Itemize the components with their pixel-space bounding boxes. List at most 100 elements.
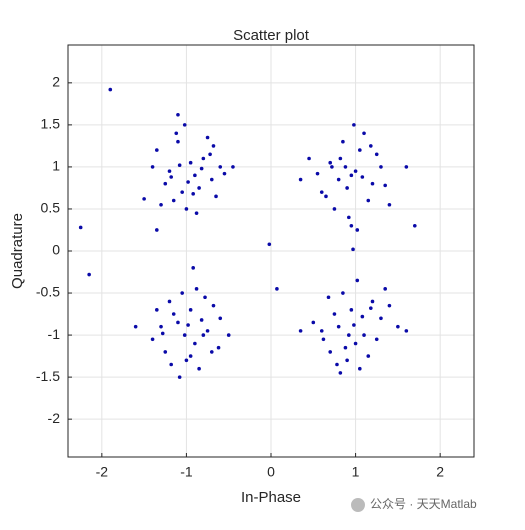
point bbox=[150, 337, 155, 342]
point bbox=[171, 312, 176, 316]
point bbox=[335, 362, 339, 367]
point bbox=[362, 333, 366, 337]
point bbox=[182, 123, 187, 127]
point bbox=[194, 211, 199, 215]
point bbox=[358, 366, 362, 371]
point bbox=[174, 131, 179, 136]
x-tick-label: 1 bbox=[352, 464, 360, 480]
point bbox=[201, 333, 206, 337]
point bbox=[328, 160, 333, 165]
point bbox=[343, 165, 348, 169]
point bbox=[319, 329, 324, 333]
point bbox=[155, 228, 159, 232]
point bbox=[387, 303, 392, 308]
point bbox=[383, 287, 387, 291]
x-tick-label: -1 bbox=[180, 464, 193, 480]
x-tick-label: 0 bbox=[267, 464, 275, 480]
point bbox=[216, 345, 221, 350]
point bbox=[214, 194, 218, 199]
point bbox=[182, 333, 187, 337]
point bbox=[369, 144, 373, 148]
point bbox=[351, 247, 355, 252]
point bbox=[177, 163, 182, 168]
point bbox=[191, 192, 195, 196]
point bbox=[197, 186, 201, 190]
point bbox=[197, 366, 201, 371]
point bbox=[298, 177, 303, 182]
point bbox=[133, 324, 138, 329]
point bbox=[222, 171, 227, 176]
point bbox=[167, 169, 172, 173]
point bbox=[188, 354, 193, 358]
watermark: 公众号 · 天天Matlab bbox=[370, 497, 477, 511]
point bbox=[218, 316, 223, 321]
point bbox=[362, 131, 366, 136]
point bbox=[298, 329, 303, 333]
point bbox=[194, 287, 199, 291]
point bbox=[226, 333, 231, 337]
point bbox=[341, 291, 345, 295]
y-tick-label: -2 bbox=[48, 410, 61, 426]
point bbox=[326, 295, 331, 300]
point bbox=[347, 333, 351, 337]
point bbox=[193, 173, 197, 178]
point bbox=[176, 320, 180, 325]
point bbox=[352, 323, 356, 327]
point bbox=[374, 337, 379, 342]
point bbox=[404, 329, 409, 333]
point bbox=[231, 165, 235, 169]
point bbox=[184, 358, 189, 363]
point bbox=[349, 223, 354, 228]
y-tick-label: 0 bbox=[52, 242, 60, 258]
point bbox=[358, 148, 362, 152]
point bbox=[184, 207, 189, 211]
point bbox=[366, 198, 371, 203]
point bbox=[374, 152, 379, 157]
point bbox=[370, 181, 375, 186]
point bbox=[330, 165, 334, 169]
point bbox=[78, 225, 83, 230]
chart-title: Scatter plot bbox=[233, 27, 310, 44]
point bbox=[404, 165, 409, 169]
point bbox=[355, 228, 360, 232]
point bbox=[355, 278, 360, 283]
point bbox=[191, 266, 195, 270]
point bbox=[155, 148, 159, 152]
point bbox=[360, 175, 365, 179]
point bbox=[349, 173, 354, 178]
point bbox=[379, 316, 383, 321]
point bbox=[159, 202, 163, 207]
point bbox=[193, 341, 197, 346]
point bbox=[186, 180, 190, 184]
point bbox=[366, 354, 371, 358]
point bbox=[379, 165, 383, 169]
point bbox=[412, 223, 417, 228]
point bbox=[338, 156, 343, 161]
point bbox=[142, 197, 146, 201]
point bbox=[343, 345, 348, 350]
point bbox=[209, 177, 214, 182]
point bbox=[205, 135, 210, 140]
point bbox=[169, 362, 173, 367]
point bbox=[211, 144, 216, 148]
point bbox=[349, 308, 354, 312]
point bbox=[332, 312, 337, 316]
point bbox=[315, 171, 320, 176]
point bbox=[186, 323, 190, 327]
point bbox=[218, 165, 223, 169]
point bbox=[332, 207, 337, 211]
x-axis-label: In-Phase bbox=[241, 489, 301, 506]
y-tick-label: 0.5 bbox=[41, 200, 61, 216]
point bbox=[328, 350, 333, 354]
point bbox=[108, 87, 113, 92]
point bbox=[353, 169, 358, 173]
point bbox=[307, 156, 311, 161]
point bbox=[383, 183, 387, 188]
point bbox=[203, 295, 207, 300]
watermark-icon bbox=[351, 498, 365, 512]
point bbox=[319, 190, 324, 194]
point bbox=[360, 314, 365, 319]
point bbox=[321, 337, 326, 342]
